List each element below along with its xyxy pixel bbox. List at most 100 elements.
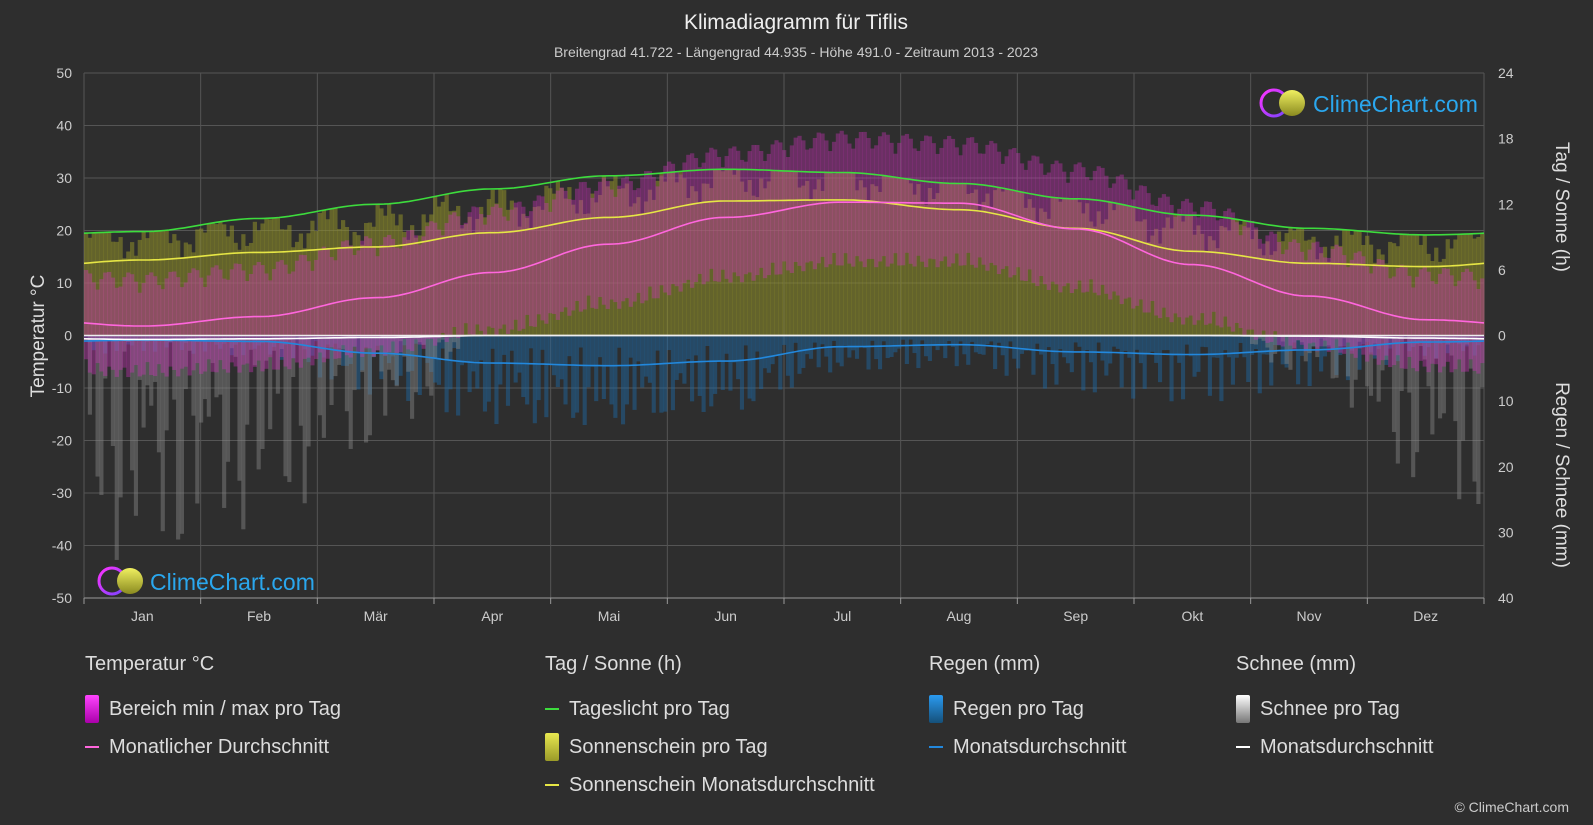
temp-range-day-bar bbox=[340, 241, 346, 346]
snow-day-bar bbox=[1292, 335, 1297, 349]
sunshine-day-bar bbox=[1357, 230, 1362, 336]
sunshine-day-bar bbox=[989, 206, 994, 336]
sunshine-day-bar bbox=[1196, 225, 1201, 336]
temp-range-day-bar bbox=[137, 292, 142, 377]
snow-day-bar bbox=[1280, 335, 1285, 342]
legend-snow-avg: Monatsdurchschnitt bbox=[1236, 728, 1433, 766]
temp-range-day-bar bbox=[367, 238, 373, 349]
rain-day-bar bbox=[1253, 335, 1258, 350]
temp-range-day-bar bbox=[317, 250, 323, 353]
rain-day-bar bbox=[1004, 335, 1009, 376]
rain-day-bar bbox=[908, 335, 913, 340]
sunshine-day-bar bbox=[521, 213, 526, 336]
temp-range-day-bar bbox=[160, 289, 165, 373]
sunshine-day-bar bbox=[843, 172, 848, 336]
snow-day-bar bbox=[1315, 335, 1320, 358]
legend-temp-range-label: Bereich min / max pro Tag bbox=[109, 697, 341, 720]
temp-range-day-bar bbox=[1165, 196, 1170, 318]
temp-range-day-bar bbox=[1242, 226, 1247, 336]
rain-day-bar bbox=[1157, 335, 1163, 383]
sunshine-day-bar bbox=[291, 247, 296, 336]
sunshine-day-bar bbox=[1307, 239, 1312, 336]
temp-range-day-bar bbox=[947, 135, 952, 267]
x-tick-label: Mai bbox=[598, 608, 621, 624]
temp-range-day-bar bbox=[1065, 182, 1071, 284]
temp-range-day-bar bbox=[574, 188, 580, 301]
sunshine-day-bar bbox=[636, 197, 641, 336]
rain-day-bar bbox=[256, 335, 261, 346]
temp-range-day-bar bbox=[858, 131, 864, 262]
snow-day-bar bbox=[398, 335, 403, 342]
temp-range-day-bar bbox=[1019, 163, 1025, 281]
rain-day-bar bbox=[820, 335, 825, 345]
sunshine-day-bar bbox=[686, 197, 691, 336]
sunshine-day-bar bbox=[674, 182, 679, 336]
legend-sunshine-avg-label: Sonnenschein Monatsdurchschnitt bbox=[569, 773, 875, 796]
temp-range-day-bar bbox=[620, 178, 626, 302]
sunshine-day-bar bbox=[1273, 251, 1278, 336]
y-left-tick-label: 30 bbox=[56, 170, 72, 186]
sunshine-day-bar bbox=[1480, 233, 1485, 336]
temp-range-day-bar bbox=[1476, 289, 1481, 374]
snow-day-bar bbox=[1457, 335, 1462, 500]
sunshine-day-bar bbox=[866, 201, 871, 336]
temp-range-day-bar bbox=[586, 187, 591, 296]
sunshine-day-bar bbox=[1322, 246, 1328, 336]
snow-day-bar bbox=[1388, 335, 1393, 338]
rain-day-bar bbox=[693, 335, 698, 356]
sunshine-day-bar bbox=[406, 239, 411, 336]
rain-day-bar bbox=[1238, 335, 1243, 343]
rain-day-bar bbox=[279, 335, 284, 360]
snow-day-bar bbox=[264, 335, 269, 361]
rain-day-bar bbox=[739, 335, 745, 410]
sunshine-day-bar bbox=[302, 248, 307, 336]
sunshine-day-bar bbox=[782, 170, 787, 336]
temp-range-day-bar bbox=[690, 153, 695, 288]
rain-day-bar bbox=[993, 335, 998, 370]
temp-range-day-bar bbox=[900, 135, 906, 266]
temp-range-day-bar bbox=[1257, 238, 1262, 337]
temp-range-day-bar bbox=[1418, 269, 1424, 361]
rain-day-bar bbox=[828, 335, 833, 373]
rain-day-bar bbox=[912, 335, 917, 354]
temp-range-day-bar bbox=[444, 223, 449, 343]
snow-day-bar bbox=[183, 335, 188, 390]
rain-day-bar bbox=[574, 335, 580, 413]
temp-range-day-bar bbox=[751, 144, 756, 281]
legend-sunshine-label: Sonnenschein pro Tag bbox=[569, 735, 768, 758]
sunshine-day-bar bbox=[149, 231, 154, 336]
y-left-tick-label: -10 bbox=[52, 380, 72, 396]
sunshine-day-bar bbox=[287, 225, 292, 336]
temp-range-day-bar bbox=[486, 215, 491, 327]
sunshine-day-bar bbox=[1085, 203, 1090, 336]
snow-day-bar bbox=[321, 335, 326, 438]
rain-day-bar bbox=[233, 335, 238, 345]
snow-day-bar bbox=[1472, 335, 1477, 482]
snow-day-bar bbox=[1422, 335, 1427, 360]
sunshine-day-bar bbox=[463, 224, 468, 336]
temp-range-day-bar bbox=[1384, 266, 1389, 356]
sunshine-day-bar bbox=[881, 175, 887, 336]
sunshine-day-bar bbox=[789, 171, 794, 336]
rain-day-bar bbox=[1223, 335, 1228, 351]
x-tick-label: Feb bbox=[247, 608, 271, 624]
rain-day-bar bbox=[1127, 335, 1132, 358]
temp-range-day-bar bbox=[1142, 186, 1147, 313]
temp-range-day-bar bbox=[1273, 233, 1278, 332]
rain-day-bar bbox=[1326, 335, 1331, 348]
snow-day-bar bbox=[1311, 335, 1316, 347]
temp-range-day-bar bbox=[1246, 220, 1251, 330]
temp-range-day-bar bbox=[195, 270, 200, 364]
temp-range-day-bar bbox=[390, 238, 396, 342]
rain-day-bar bbox=[1008, 335, 1013, 342]
legend-sun-title: Tag / Sonne (h) bbox=[545, 653, 682, 675]
temp-range-day-bar bbox=[1188, 202, 1193, 316]
rain-day-bar bbox=[1353, 335, 1358, 347]
sunshine-day-bar bbox=[233, 242, 238, 336]
sunshine-day-bar bbox=[1388, 241, 1393, 336]
sunshine-day-bar bbox=[525, 217, 530, 336]
sunshine-day-bar bbox=[590, 193, 595, 336]
sunshine-day-bar bbox=[1361, 244, 1366, 336]
sunshine-day-bar bbox=[191, 252, 196, 336]
rain-day-bar bbox=[904, 335, 909, 365]
